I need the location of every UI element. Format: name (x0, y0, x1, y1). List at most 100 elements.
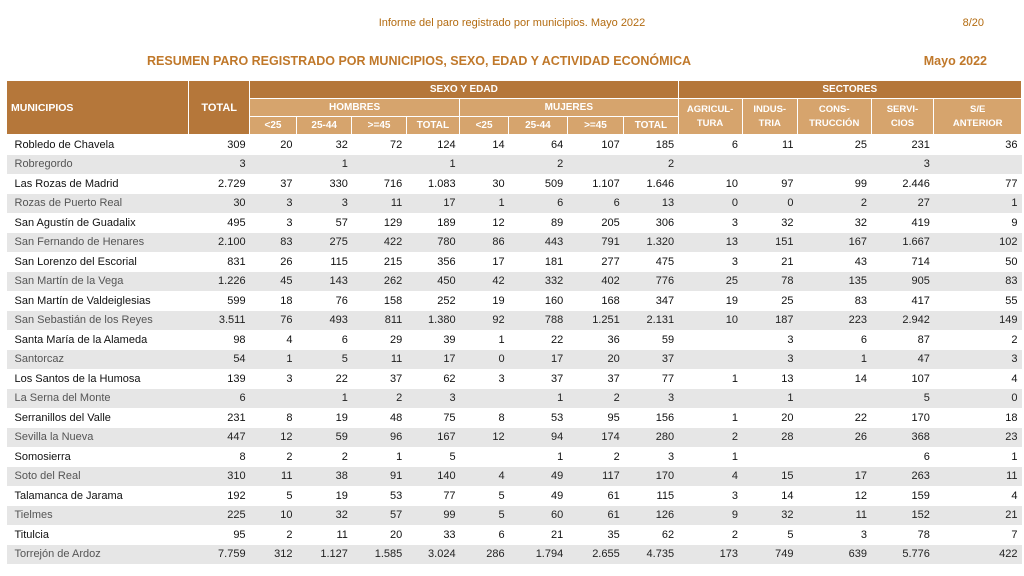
table-cell: 139 (188, 369, 250, 389)
table-cell: 13 (742, 369, 798, 389)
col-hombres-ge45: >=45 (351, 116, 407, 135)
table-cell: 2.655 (567, 544, 624, 564)
table-cell: 11 (933, 466, 1022, 486)
municipio-name: Los Santos de la Humosa (6, 369, 189, 389)
table-cell: 32 (742, 505, 798, 525)
table-cell: 599 (188, 291, 250, 311)
table-row: San Sebastián de los Reyes 3.511 76 493 811 1… (6, 310, 1022, 330)
table-cell: 19 (296, 486, 352, 506)
table-cell: 181 (508, 252, 568, 272)
table-cell: 776 (623, 271, 679, 291)
table-cell: 173 (678, 544, 743, 564)
col-sectores: SECTORES (677, 80, 1023, 99)
table-cell (678, 330, 743, 350)
table-cell: 28 (742, 427, 798, 447)
table-cell: 5 (459, 505, 509, 525)
table-cell: 135 (797, 271, 872, 291)
table-cell (797, 447, 872, 467)
municipio-name: San Sebastián de los Reyes (6, 310, 189, 330)
table-cell: 78 (871, 525, 934, 545)
table-cell (678, 154, 743, 174)
table-cell: 330 (296, 174, 352, 194)
table-cell: 21 (742, 252, 798, 272)
table-cell: 77 (933, 174, 1022, 194)
table-cell: 347 (623, 291, 679, 311)
table-row: Tielmes 225 10 32 57 99 5 60 61 126 9 32 11 152 21 (6, 505, 1022, 525)
table-cell: 2 (797, 193, 872, 213)
table-cell: 11 (296, 525, 352, 545)
municipio-name: Las Rozas de Madrid (6, 174, 189, 194)
table-cell: 3 (623, 388, 679, 408)
table-cell: 4 (678, 466, 743, 486)
table-cell: 231 (188, 408, 250, 428)
table-cell: 8 (188, 447, 250, 467)
table-row: Serranillos del Valle 231 8 19 48 75 8 53 95 156 1… (6, 408, 1022, 428)
table-cell: 262 (351, 271, 407, 291)
table-cell: 12 (459, 427, 509, 447)
table-cell: 61 (567, 505, 624, 525)
table-cell: 107 (567, 134, 624, 155)
table-cell: 447 (188, 427, 250, 447)
table-cell: 26 (249, 252, 297, 272)
municipio-name: San Fernando de Henares (6, 232, 189, 252)
table-cell: 83 (933, 271, 1022, 291)
table-cell: 6 (678, 134, 743, 155)
municipio-name: San Martín de Valdeiglesias (6, 291, 189, 311)
municipio-name: Titulcia (6, 525, 189, 545)
col-agricultura: AGRICUL- TURA (677, 98, 743, 135)
table-cell: 57 (351, 505, 407, 525)
table-cell: 18 (933, 408, 1022, 428)
table-cell: 225 (188, 505, 250, 525)
table-cell: 3 (459, 369, 509, 389)
table-cell: 48 (351, 408, 407, 428)
table-cell: 19 (296, 408, 352, 428)
table-cell: 831 (188, 252, 250, 272)
table-cell: 714 (871, 252, 934, 272)
table-cell: 36 (567, 330, 624, 350)
table-cell: 5 (406, 447, 460, 467)
table-cell: 76 (249, 310, 297, 330)
table-cell (797, 154, 872, 174)
table-cell: 187 (742, 310, 798, 330)
table-cell: 4 (933, 369, 1022, 389)
table-cell: 14 (459, 134, 509, 155)
table-cell: 3 (678, 252, 743, 272)
page-title: RESUMEN PARO REGISTRADO POR MUNICIPIOS, … (147, 54, 692, 68)
table-cell: 124 (406, 134, 460, 155)
table-cell: 59 (623, 330, 679, 350)
table-cell (459, 388, 509, 408)
municipio-name: San Lorenzo del Escorial (6, 252, 189, 272)
table-cell (933, 154, 1022, 174)
col-agricultura-line2: TURA (696, 117, 724, 129)
table-cell: 189 (406, 213, 460, 233)
table-cell: 87 (871, 330, 934, 350)
table-cell: 13 (678, 232, 743, 252)
table-cell: 37 (567, 369, 624, 389)
table-cell: 47 (871, 349, 934, 369)
col-mujeres-25-44: 25-44 (508, 116, 568, 135)
table-cell: 29 (351, 330, 407, 350)
municipio-name: Torrejón de Ardoz (6, 544, 189, 564)
table-cell: 3 (933, 349, 1022, 369)
table-cell: 185 (623, 134, 679, 155)
table-cell: 95 (188, 525, 250, 545)
table-cell: 129 (351, 213, 407, 233)
table-cell: 4 (933, 486, 1022, 506)
table-cell: 59 (296, 427, 352, 447)
table-cell: 6 (797, 330, 872, 350)
table-cell (459, 154, 509, 174)
table-cell: 17 (406, 349, 460, 369)
table-cell: 2 (296, 447, 352, 467)
page-header: Informe del paro registrado por municipi… (0, 17, 1024, 31)
table-cell: 509 (508, 174, 568, 194)
table-cell: 94 (508, 427, 568, 447)
table-cell: 22 (508, 330, 568, 350)
table-cell: 151 (742, 232, 798, 252)
table-cell: 1.083 (406, 174, 460, 194)
municipio-name: Talamanca de Jarama (6, 486, 189, 506)
table-cell: 0 (459, 349, 509, 369)
table-cell: 17 (459, 252, 509, 272)
table-cell: 1.794 (508, 544, 568, 564)
table-cell: 72 (351, 134, 407, 155)
table-cell: 9 (678, 505, 743, 525)
